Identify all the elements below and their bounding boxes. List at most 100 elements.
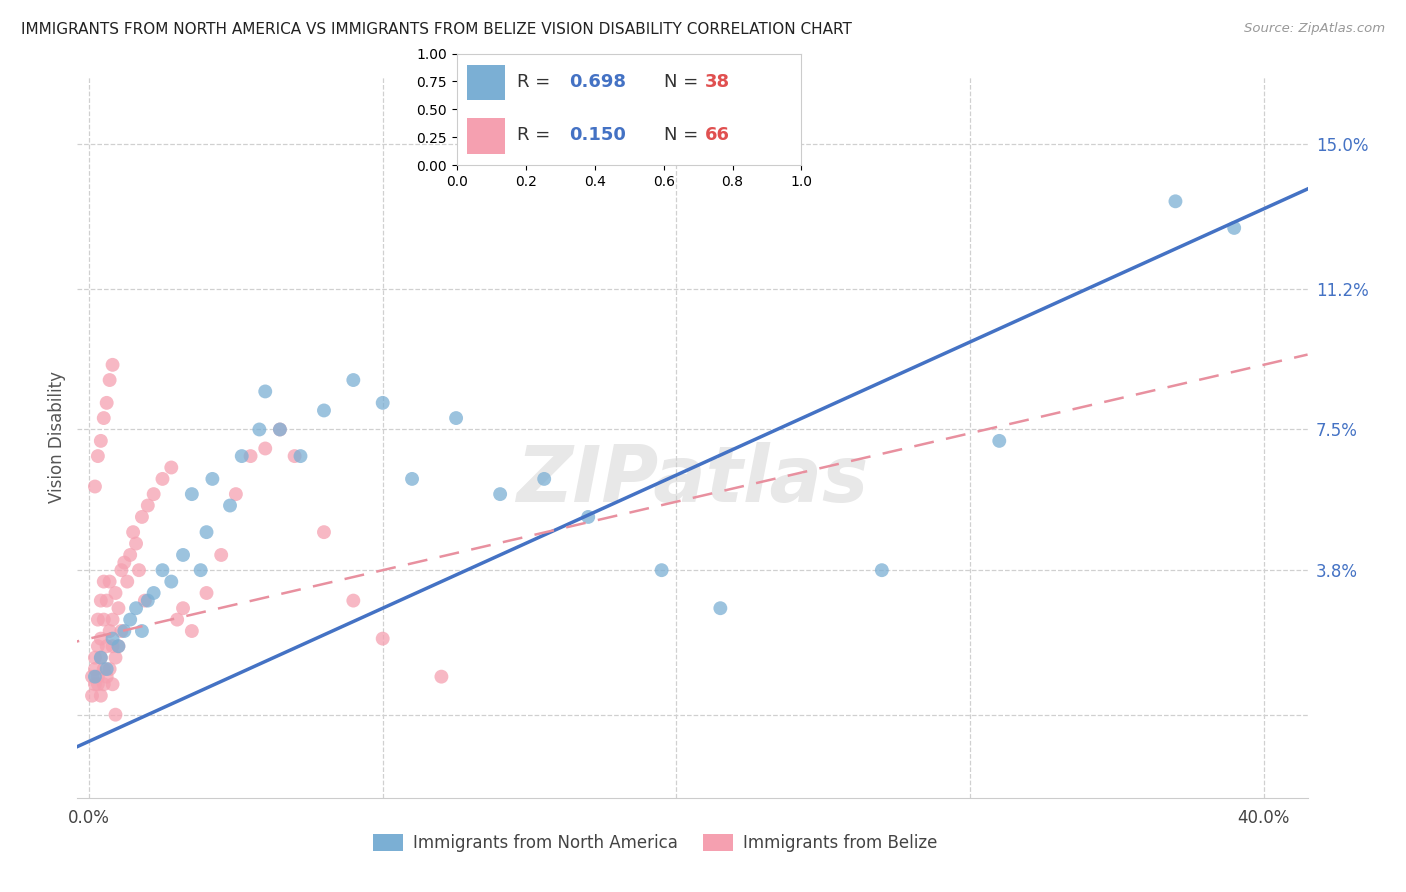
Point — [87, 613, 110, 627]
Point — [87, 449, 110, 463]
Point — [125, 601, 148, 615]
Point — [120, 548, 142, 562]
Point — [125, 536, 148, 550]
Point — [107, 639, 129, 653]
Point — [651, 563, 673, 577]
Point — [269, 422, 291, 436]
Point — [160, 460, 183, 475]
Text: R =: R = — [517, 73, 557, 91]
Point — [1223, 221, 1246, 235]
Point — [290, 449, 312, 463]
Point — [104, 586, 127, 600]
Text: 0.150: 0.150 — [569, 127, 626, 145]
Point — [247, 422, 270, 436]
Point — [576, 510, 599, 524]
Point — [131, 624, 153, 638]
Point — [104, 707, 127, 722]
Point — [142, 487, 165, 501]
Point — [107, 639, 129, 653]
Text: R =: R = — [517, 127, 557, 145]
Point — [152, 472, 174, 486]
Point — [98, 373, 121, 387]
Point — [219, 499, 242, 513]
Text: 66: 66 — [704, 127, 730, 145]
Point — [342, 593, 364, 607]
Point — [312, 525, 335, 540]
Point — [312, 403, 335, 417]
Point — [254, 442, 277, 456]
Point — [142, 586, 165, 600]
Point — [988, 434, 1011, 448]
Point — [136, 499, 159, 513]
Point — [134, 593, 156, 607]
Point — [401, 472, 423, 486]
Point — [128, 563, 150, 577]
Text: Source: ZipAtlas.com: Source: ZipAtlas.com — [1244, 22, 1385, 36]
Point — [96, 670, 118, 684]
Point — [90, 632, 112, 646]
Point — [430, 670, 453, 684]
Bar — [467, 119, 505, 154]
Point — [870, 563, 893, 577]
Point — [90, 434, 112, 448]
Point — [195, 586, 218, 600]
Point — [131, 510, 153, 524]
Point — [122, 525, 145, 540]
Point — [98, 662, 121, 676]
Point — [80, 689, 103, 703]
Point — [709, 601, 731, 615]
Point — [93, 662, 115, 676]
Text: 38: 38 — [704, 73, 730, 91]
Point — [84, 677, 107, 691]
Point — [225, 487, 247, 501]
Point — [180, 624, 202, 638]
Point — [93, 677, 115, 691]
Bar — [467, 65, 505, 101]
Point — [96, 662, 118, 676]
Point — [110, 563, 132, 577]
Point — [90, 689, 112, 703]
Point — [1164, 194, 1187, 209]
Point — [87, 677, 110, 691]
Point — [84, 650, 107, 665]
Point — [96, 639, 118, 653]
Point — [444, 411, 467, 425]
Point — [489, 487, 512, 501]
Point — [96, 593, 118, 607]
Point — [180, 487, 202, 501]
Point — [84, 662, 107, 676]
Point — [96, 396, 118, 410]
Point — [201, 472, 224, 486]
Point — [371, 632, 394, 646]
Y-axis label: Vision Disability: Vision Disability — [48, 371, 66, 503]
Text: IMMIGRANTS FROM NORTH AMERICA VS IMMIGRANTS FROM BELIZE VISION DISABILITY CORREL: IMMIGRANTS FROM NORTH AMERICA VS IMMIGRA… — [21, 22, 852, 37]
Text: 0.698: 0.698 — [569, 73, 626, 91]
Point — [87, 639, 110, 653]
Point — [284, 449, 307, 463]
Point — [269, 422, 291, 436]
Point — [98, 574, 121, 589]
Point — [172, 548, 194, 562]
Point — [101, 677, 124, 691]
Point — [166, 613, 188, 627]
Text: N =: N = — [664, 73, 703, 91]
Point — [101, 639, 124, 653]
Point — [101, 632, 124, 646]
Point — [152, 563, 174, 577]
Point — [84, 670, 107, 684]
Point — [254, 384, 277, 399]
Point — [110, 624, 132, 638]
Text: N =: N = — [664, 127, 703, 145]
Point — [112, 624, 135, 638]
Legend: Immigrants from North America, Immigrants from Belize: Immigrants from North America, Immigrant… — [367, 827, 945, 859]
Point — [107, 601, 129, 615]
Point — [160, 574, 183, 589]
Point — [342, 373, 364, 387]
Point — [239, 449, 262, 463]
Point — [87, 670, 110, 684]
Point — [190, 563, 212, 577]
Point — [209, 548, 232, 562]
Point — [533, 472, 555, 486]
Point — [90, 593, 112, 607]
Point — [98, 624, 121, 638]
